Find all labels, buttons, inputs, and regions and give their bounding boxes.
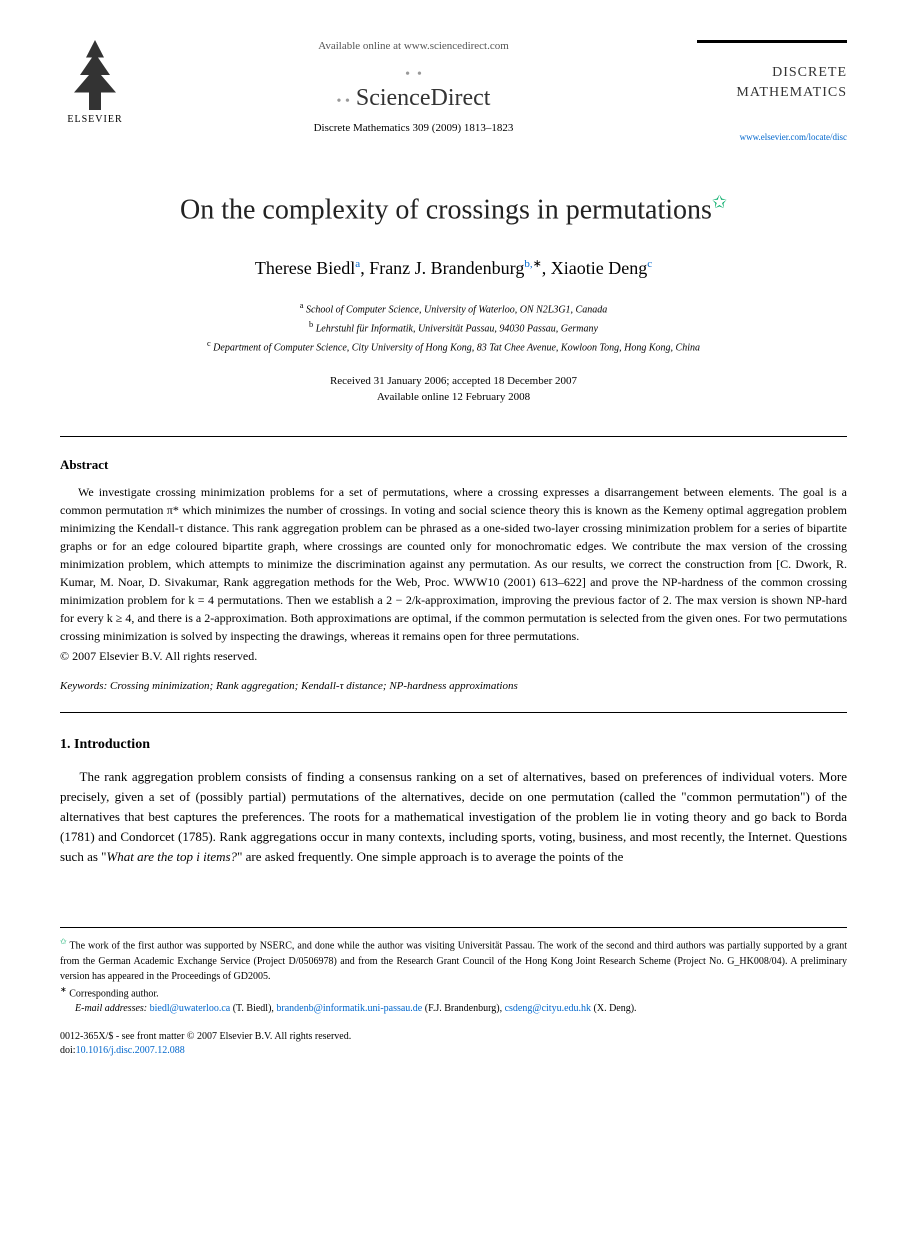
rule-bottom: [60, 712, 847, 713]
rule-top: [60, 436, 847, 437]
email-link-1[interactable]: biedl@uwaterloo.ca: [150, 1003, 231, 1014]
keywords: Keywords: Crossing minimization; Rank ag…: [60, 680, 847, 692]
footer-info: 0012-365X/$ - see front matter © 2007 El…: [60, 1030, 847, 1058]
abstract-copyright: © 2007 Elsevier B.V. All rights reserved…: [60, 649, 847, 664]
emails-label: E-mail addresses:: [75, 1003, 147, 1014]
authors-line: Therese Biedla, Franz J. Brandenburgb,∗,…: [60, 257, 847, 279]
paper-title: On the complexity of crossings in permut…: [60, 192, 847, 226]
author-3: Xiaotie Deng: [551, 258, 647, 278]
received-date: Received 31 January 2006; accepted 18 De…: [60, 373, 847, 390]
author-2-affil: b,∗: [524, 258, 541, 270]
section-1-heading: 1. Introduction: [60, 737, 847, 753]
dates-block: Received 31 January 2006; accepted 18 De…: [60, 373, 847, 406]
author-2: Franz J. Brandenburg: [369, 258, 524, 278]
publisher-name: ELSEVIER: [60, 114, 130, 125]
author-1: Therese Biedl: [255, 258, 355, 278]
author-3-affil: c: [647, 258, 652, 270]
corresponding-star-icon: ∗: [60, 985, 67, 994]
available-online-text: Available online at www.sciencedirect.co…: [150, 40, 677, 52]
sciencedirect-logo: • •• • ScienceDirect: [150, 58, 677, 112]
affiliation-b: Lehrstuhl für Informatik, Universität Pa…: [316, 323, 598, 334]
abstract-heading: Abstract: [60, 457, 847, 473]
publisher-logo: ELSEVIER: [60, 40, 130, 125]
affiliation-c: Department of Computer Science, City Uni…: [213, 343, 700, 354]
platform-name: ScienceDirect: [356, 85, 491, 111]
title-footnote-star: ✩: [712, 192, 727, 212]
citation-line: Discrete Mathematics 309 (2009) 1813–182…: [150, 122, 677, 134]
footnotes: ✩ The work of the first author was suppo…: [60, 927, 847, 1016]
affiliation-a: School of Computer Science, University o…: [306, 304, 607, 315]
author-1-affil: a: [355, 258, 360, 270]
journal-block: DISCRETE MATHEMATICS www.elsevier.com/lo…: [697, 40, 847, 142]
email-link-3[interactable]: csdeng@cityu.edu.hk: [505, 1003, 591, 1014]
doi-link[interactable]: 10.1016/j.disc.2007.12.088: [76, 1045, 185, 1056]
page-header: ELSEVIER Available online at www.science…: [60, 40, 847, 142]
journal-top-bar: [697, 40, 847, 43]
funding-star-icon: ✩: [60, 937, 67, 946]
abstract-body: We investigate crossing minimization pro…: [60, 483, 847, 645]
keywords-text: Crossing minimization; Rank aggregation;…: [107, 680, 518, 692]
keywords-label: Keywords:: [60, 680, 107, 692]
journal-link[interactable]: www.elsevier.com/locate/disc: [740, 132, 847, 142]
journal-url: www.elsevier.com/locate/disc: [697, 132, 847, 142]
elsevier-tree-icon: [65, 40, 125, 110]
doi-label: doi:: [60, 1045, 76, 1056]
online-date: Available online 12 February 2008: [60, 389, 847, 406]
center-header: Available online at www.sciencedirect.co…: [130, 40, 697, 134]
section-1-body: The rank aggregation problem consists of…: [60, 767, 847, 868]
issn-line: 0012-365X/$ - see front matter © 2007 El…: [60, 1030, 847, 1044]
funding-note: The work of the first author was support…: [60, 941, 847, 982]
affiliations: a School of Computer Science, University…: [60, 299, 847, 357]
email-link-2[interactable]: brandenb@informatik.uni-passau.de: [276, 1003, 422, 1014]
corresponding-note: Corresponding author.: [69, 988, 158, 999]
journal-name: DISCRETE MATHEMATICS: [697, 63, 847, 102]
